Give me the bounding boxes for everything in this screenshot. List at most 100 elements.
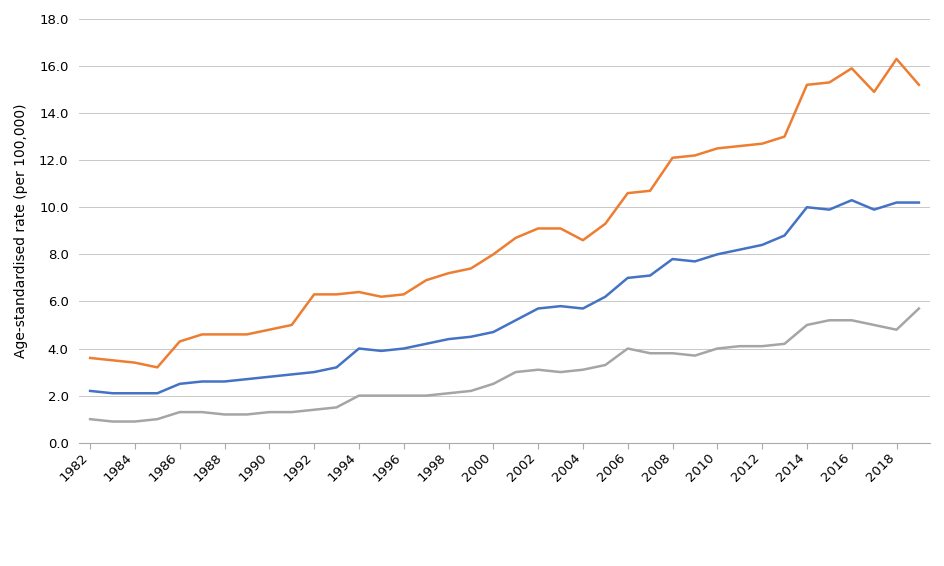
Persons xyxy=(599,293,611,300)
Females xyxy=(801,321,813,328)
Females xyxy=(846,317,857,324)
Males xyxy=(824,79,835,86)
Persons xyxy=(488,329,499,336)
Females xyxy=(107,418,118,425)
Males xyxy=(488,251,499,258)
Persons xyxy=(174,380,185,387)
Persons xyxy=(824,206,835,213)
Females xyxy=(891,326,902,333)
Persons xyxy=(219,378,230,385)
Females xyxy=(420,392,431,399)
Persons xyxy=(353,345,364,352)
Males xyxy=(801,82,813,88)
Persons xyxy=(891,199,902,206)
Males xyxy=(219,331,230,338)
Females xyxy=(263,409,275,415)
Males xyxy=(465,265,477,272)
Line: Females: Females xyxy=(90,308,919,422)
Females xyxy=(622,345,633,352)
Persons xyxy=(420,340,431,347)
Y-axis label: Age-standardised rate (per 100,000): Age-standardised rate (per 100,000) xyxy=(14,104,28,358)
Females xyxy=(376,392,387,399)
Persons xyxy=(309,368,320,375)
Persons xyxy=(846,197,857,204)
Females xyxy=(309,406,320,413)
Females xyxy=(913,305,924,312)
Males xyxy=(420,277,431,284)
Females xyxy=(196,409,208,415)
Persons xyxy=(152,390,163,397)
Females xyxy=(532,366,544,373)
Persons xyxy=(376,348,387,354)
Females xyxy=(286,409,297,415)
Persons xyxy=(286,371,297,378)
Males xyxy=(555,225,566,232)
Persons xyxy=(577,305,588,312)
Persons xyxy=(689,258,700,265)
Persons xyxy=(666,256,678,263)
Males xyxy=(734,143,746,149)
Females xyxy=(465,388,477,395)
Persons xyxy=(510,317,521,324)
Males xyxy=(846,65,857,72)
Males xyxy=(376,293,387,300)
Persons xyxy=(779,232,790,239)
Persons xyxy=(645,272,656,279)
Persons xyxy=(330,364,342,371)
Females xyxy=(174,409,185,415)
Males xyxy=(330,291,342,298)
Persons xyxy=(196,378,208,385)
Males xyxy=(666,155,678,161)
Males xyxy=(309,291,320,298)
Females xyxy=(779,340,790,347)
Persons xyxy=(532,305,544,312)
Males xyxy=(868,88,880,95)
Persons xyxy=(734,246,746,253)
Females xyxy=(242,411,253,418)
Persons xyxy=(398,345,410,352)
Females xyxy=(756,343,767,350)
Females xyxy=(398,392,410,399)
Line: Males: Males xyxy=(90,59,919,367)
Males xyxy=(84,354,95,361)
Males xyxy=(645,187,656,194)
Females xyxy=(443,390,454,397)
Males xyxy=(779,133,790,140)
Females xyxy=(868,321,880,328)
Males xyxy=(353,289,364,295)
Males xyxy=(263,326,275,333)
Males xyxy=(107,357,118,364)
Males xyxy=(398,291,410,298)
Females xyxy=(555,368,566,375)
Males xyxy=(286,321,297,328)
Females xyxy=(577,366,588,373)
Persons xyxy=(801,204,813,211)
Males xyxy=(913,82,924,88)
Males xyxy=(712,145,723,152)
Persons xyxy=(622,275,633,281)
Males xyxy=(532,225,544,232)
Persons xyxy=(555,303,566,310)
Males xyxy=(599,220,611,227)
Females xyxy=(129,418,141,425)
Females xyxy=(712,345,723,352)
Persons xyxy=(868,206,880,213)
Males xyxy=(443,270,454,277)
Females xyxy=(824,317,835,324)
Males xyxy=(622,190,633,196)
Persons xyxy=(84,388,95,395)
Persons xyxy=(129,390,141,397)
Males xyxy=(510,234,521,241)
Females xyxy=(734,343,746,350)
Females xyxy=(152,416,163,423)
Persons xyxy=(107,390,118,397)
Males xyxy=(577,237,588,243)
Males xyxy=(174,338,185,345)
Females xyxy=(353,392,364,399)
Females xyxy=(645,350,656,357)
Males xyxy=(756,140,767,147)
Females xyxy=(330,404,342,411)
Males xyxy=(152,364,163,371)
Males xyxy=(242,331,253,338)
Females xyxy=(219,411,230,418)
